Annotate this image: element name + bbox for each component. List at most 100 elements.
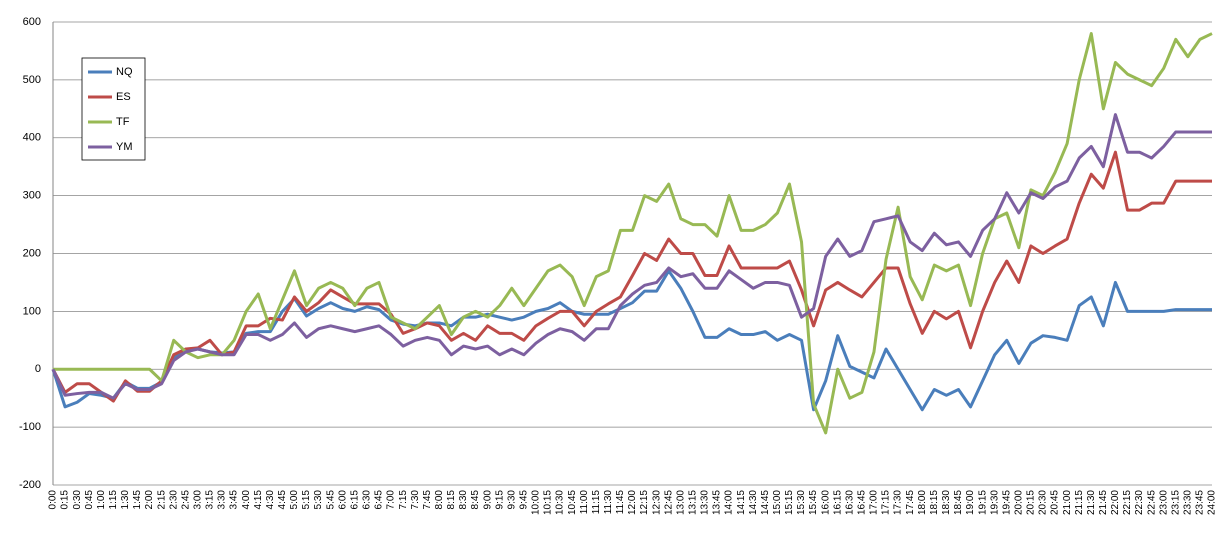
- x-tick-label: 9:15: [494, 490, 505, 510]
- x-tick-label: 2:45: [180, 490, 191, 510]
- y-tick-label: 400: [23, 132, 41, 144]
- x-tick-label: 20:15: [1026, 490, 1037, 515]
- x-tick-label: 12:15: [639, 490, 650, 515]
- legend-label: ES: [116, 91, 131, 103]
- x-tick-label: 14:30: [748, 490, 759, 515]
- x-tick-label: 14:00: [724, 490, 735, 515]
- x-tick-label: 11:15: [591, 490, 602, 515]
- x-tick-label: 11:00: [579, 490, 590, 515]
- x-tick-label: 5:00: [289, 490, 300, 510]
- x-tick-label: 23:00: [1158, 490, 1169, 515]
- x-tick-label: 6:45: [374, 490, 385, 510]
- legend-box: [81, 57, 146, 161]
- x-tick-label: 9:00: [482, 490, 493, 510]
- x-tick-label: 3:15: [205, 490, 216, 510]
- x-tick-label: 1:15: [108, 490, 119, 510]
- x-tick-label: 5:30: [313, 490, 324, 510]
- x-tick-label: 6:30: [362, 490, 373, 510]
- x-tick-label: 11:30: [603, 490, 614, 515]
- x-tick-label: 15:30: [796, 490, 807, 515]
- x-tick-label: 1:00: [96, 490, 107, 510]
- y-tick-label: -100: [19, 421, 41, 433]
- x-tick-label: 6:00: [337, 490, 348, 510]
- x-tick-label: 21:45: [1098, 490, 1109, 515]
- x-tick-label: 18:00: [917, 490, 928, 515]
- x-tick-label: 18:15: [929, 490, 940, 515]
- line-series: [51, 150, 1212, 403]
- line-series: [51, 269, 1212, 412]
- x-tick-label: 20:30: [1038, 490, 1049, 515]
- x-tick-label: 8:00: [434, 490, 445, 510]
- x-tick-label: 21:15: [1074, 490, 1085, 515]
- x-tick-label: 7:30: [410, 490, 421, 510]
- x-tick-label: 3:00: [193, 490, 204, 510]
- x-tick-label: 23:45: [1195, 490, 1206, 515]
- x-tick-label: 4:45: [277, 490, 288, 510]
- legend-label: NQ: [116, 66, 133, 78]
- x-tick-label: 21:00: [1062, 490, 1073, 515]
- y-tick-label: -200: [19, 479, 41, 491]
- x-tick-label: 7:45: [422, 490, 433, 510]
- x-tick-label: 0:30: [72, 490, 83, 510]
- x-tick-label: 3:30: [217, 490, 228, 510]
- line-series: [51, 113, 1212, 400]
- x-tick-label: 7:15: [398, 490, 409, 510]
- x-tick-label: 5:15: [301, 490, 312, 510]
- x-tick-label: 22:45: [1146, 490, 1157, 515]
- x-tick-label: 2:15: [156, 490, 167, 510]
- x-tick-label: 22:30: [1134, 490, 1145, 515]
- x-tick-label: 2:00: [144, 490, 155, 510]
- x-tick-label: 18:30: [941, 490, 952, 515]
- x-tick-label: 17:30: [893, 490, 904, 515]
- x-tick-label: 8:45: [470, 490, 481, 510]
- x-tick-label: 1:30: [120, 490, 131, 510]
- x-tick-label: 10:15: [543, 490, 554, 515]
- x-tick-label: 15:15: [784, 490, 795, 515]
- x-tick-label: 10:00: [531, 490, 542, 515]
- line-series: [53, 32, 1213, 435]
- x-tick-label: 17:45: [905, 490, 916, 515]
- x-tick-label: 16:00: [820, 490, 831, 515]
- x-tick-label: 19:15: [977, 490, 988, 515]
- x-tick-label: 3:45: [229, 490, 240, 510]
- x-tick-label: 23:30: [1182, 490, 1193, 515]
- x-tick-label: 2:30: [168, 490, 179, 510]
- x-tick-label: 0:15: [60, 490, 71, 510]
- x-tick-label: 16:45: [857, 490, 868, 515]
- x-tick-label: 8:30: [458, 490, 469, 510]
- x-tick-label: 14:15: [736, 490, 747, 515]
- x-tick-label: 24:00: [1207, 490, 1218, 515]
- x-tick-label: 16:30: [844, 490, 855, 515]
- x-tick-label: 12:45: [663, 490, 674, 515]
- x-tick-label: 9:30: [506, 490, 517, 510]
- y-tick-label: 300: [23, 190, 41, 202]
- x-tick-label: 10:45: [567, 490, 578, 515]
- y-tick-label: 200: [23, 247, 41, 259]
- legend-label: YM: [116, 141, 133, 153]
- x-tick-label: 19:30: [989, 490, 1000, 515]
- x-tick-label: 11:45: [615, 490, 626, 515]
- y-tick-label: 0: [35, 363, 41, 375]
- x-tick-label: 7:00: [386, 490, 397, 510]
- x-tick-label: 23:15: [1170, 490, 1181, 515]
- x-tick-label: 15:45: [808, 490, 819, 515]
- x-tick-label: 14:45: [760, 490, 771, 515]
- x-tick-label: 22:00: [1110, 490, 1121, 515]
- x-tick-label: 8:15: [446, 490, 457, 510]
- x-tick-label: 19:45: [1001, 490, 1012, 515]
- x-tick-label: 4:15: [253, 490, 264, 510]
- x-tick-label: 4:30: [265, 490, 276, 510]
- x-tick-label: 13:30: [700, 490, 711, 515]
- legend-label: TF: [116, 116, 130, 128]
- x-tick-label: 22:15: [1122, 490, 1133, 515]
- x-tick-label: 13:45: [712, 490, 723, 515]
- x-tick-label: 4:00: [241, 490, 252, 510]
- x-tick-label: 9:45: [518, 490, 529, 510]
- x-tick-label: 17:00: [869, 490, 880, 515]
- x-tick-label: 19:00: [965, 490, 976, 515]
- x-tick-label: 13:00: [675, 490, 686, 515]
- x-tick-label: 20:45: [1050, 490, 1061, 515]
- x-tick-label: 17:15: [881, 490, 892, 515]
- x-tick-label: 0:45: [84, 490, 95, 510]
